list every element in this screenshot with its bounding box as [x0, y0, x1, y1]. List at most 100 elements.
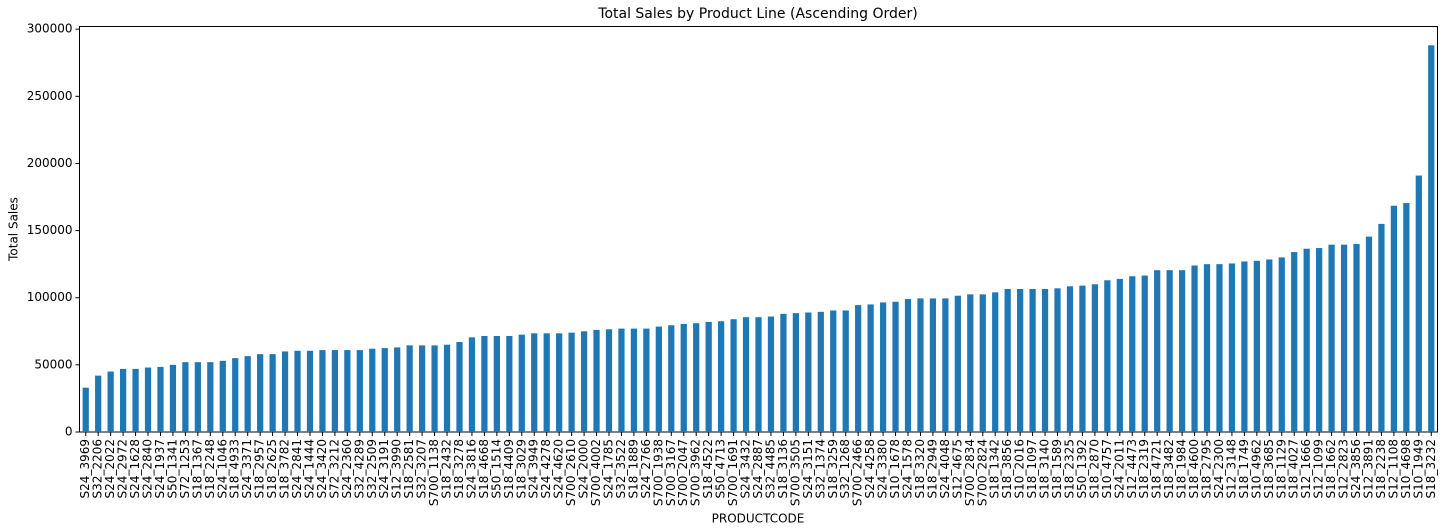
bar — [1141, 275, 1148, 432]
bar — [1365, 236, 1373, 432]
x-tick-label: S24_2841 — [290, 439, 304, 498]
bar — [992, 292, 999, 432]
bar — [119, 368, 127, 432]
x-tick-label: S10_4757 — [1100, 439, 1114, 498]
bar — [879, 302, 887, 432]
x-tick-label: S24_3151 — [801, 439, 815, 498]
x-tick-label: S18_2581 — [402, 439, 416, 498]
y-axis-label: Total Sales — [7, 197, 21, 262]
x-tick-label: S24_3816 — [464, 439, 478, 498]
bar — [1241, 261, 1248, 432]
bar — [1316, 248, 1323, 432]
x-tick-label: S72_1253 — [178, 439, 192, 498]
bar — [543, 333, 550, 432]
x-tick-label: S18_3278 — [452, 439, 466, 498]
bar — [1203, 264, 1211, 432]
x-tick-label: S24_2840 — [141, 439, 155, 498]
bar — [1066, 286, 1074, 432]
x-tick-label: S18_2325 — [1062, 439, 1076, 498]
bar — [294, 350, 301, 432]
bar — [431, 345, 438, 432]
bar — [929, 298, 937, 432]
x-tick-label: S700_2466 — [851, 439, 865, 506]
bar — [1253, 260, 1260, 432]
y-tick-label: 150000 — [27, 223, 73, 237]
x-tick-label: S18_4721 — [1150, 439, 1164, 498]
bar — [369, 348, 376, 432]
bar — [593, 329, 600, 432]
bar — [655, 326, 662, 432]
x-tick-label: S18_4668 — [477, 439, 491, 498]
bar — [518, 334, 525, 432]
bar — [1029, 289, 1036, 432]
x-tick-label: S18_3320 — [913, 439, 927, 498]
bar — [1104, 280, 1111, 432]
x-tick-label: S18_2238 — [1374, 439, 1388, 498]
bar — [618, 328, 625, 432]
x-tick-label: S24_2022 — [103, 439, 117, 498]
x-tick-label: S24_4048 — [938, 439, 952, 498]
x-tick-label: S18_4522 — [701, 439, 715, 498]
bar — [95, 375, 102, 432]
bar — [257, 354, 264, 432]
x-tick-label: S32_2509 — [365, 439, 379, 498]
bar — [792, 313, 799, 432]
x-tick-label: S10_2016 — [1013, 439, 1027, 498]
bar — [1415, 175, 1422, 433]
bar — [1428, 45, 1435, 433]
x-tick-label: S700_1138 — [427, 439, 441, 506]
bar — [1228, 263, 1236, 432]
y-tick-label: 250000 — [27, 89, 73, 103]
x-tick-label: S32_4289 — [352, 439, 366, 498]
x-tick-label: S700_3505 — [788, 439, 802, 506]
bar — [194, 362, 201, 432]
x-tick-label: S32_3207 — [415, 439, 429, 498]
x-tick-label: S32_3522 — [614, 439, 628, 498]
x-tick-label: S24_3432 — [739, 439, 753, 498]
bar — [556, 333, 563, 432]
x-tick-label: S24_2887 — [751, 439, 765, 498]
x-tick-label: S18_3232 — [1424, 439, 1438, 498]
x-tick-label: S18_2870 — [1087, 439, 1101, 498]
bar — [1353, 244, 1360, 432]
bar — [580, 331, 588, 432]
x-tick-label: S18_4027 — [1287, 439, 1301, 498]
bar — [356, 350, 363, 432]
x-tick-label: S12_4675 — [950, 439, 964, 498]
bar — [1340, 244, 1348, 432]
x-tick-label: S10_1949 — [1411, 439, 1425, 498]
bar — [805, 312, 812, 432]
x-tick-label: S700_2610 — [564, 439, 578, 506]
x-tick-label: S32_1374 — [813, 439, 827, 498]
x-tick-label: S24_2360 — [340, 439, 354, 498]
x-tick-label: S32_2206 — [91, 439, 105, 498]
bar — [281, 351, 289, 432]
x-tick-label: S12_3891 — [1361, 439, 1375, 498]
bar — [730, 319, 737, 432]
bar — [630, 328, 638, 432]
x-tick-label: S24_2000 — [577, 439, 591, 498]
y-tick-label: 200000 — [27, 156, 73, 170]
x-tick-label: S12_1099 — [1312, 439, 1326, 498]
x-tick-label: S24_1628 — [128, 439, 142, 498]
x-tick-label: S10_1678 — [888, 439, 902, 498]
bar — [755, 317, 762, 432]
bar — [1278, 257, 1285, 432]
bar — [381, 348, 388, 432]
bar — [481, 335, 488, 432]
x-tick-label: S24_2011 — [1112, 439, 1126, 498]
bar — [742, 317, 750, 432]
bar — [767, 316, 775, 432]
x-tick-label: S18_3685 — [1262, 439, 1276, 498]
x-tick-label: S700_1938 — [651, 439, 665, 506]
x-tick-label: S18_2248 — [203, 439, 217, 498]
x-tick-label: S12_1108 — [1386, 439, 1400, 498]
x-tick-label: S18_2949 — [925, 439, 939, 498]
bar — [506, 335, 513, 432]
x-tick-label: S18_2625 — [265, 439, 279, 498]
bar — [705, 321, 712, 432]
bar — [979, 294, 986, 432]
bar — [107, 371, 114, 432]
bar — [643, 328, 650, 432]
